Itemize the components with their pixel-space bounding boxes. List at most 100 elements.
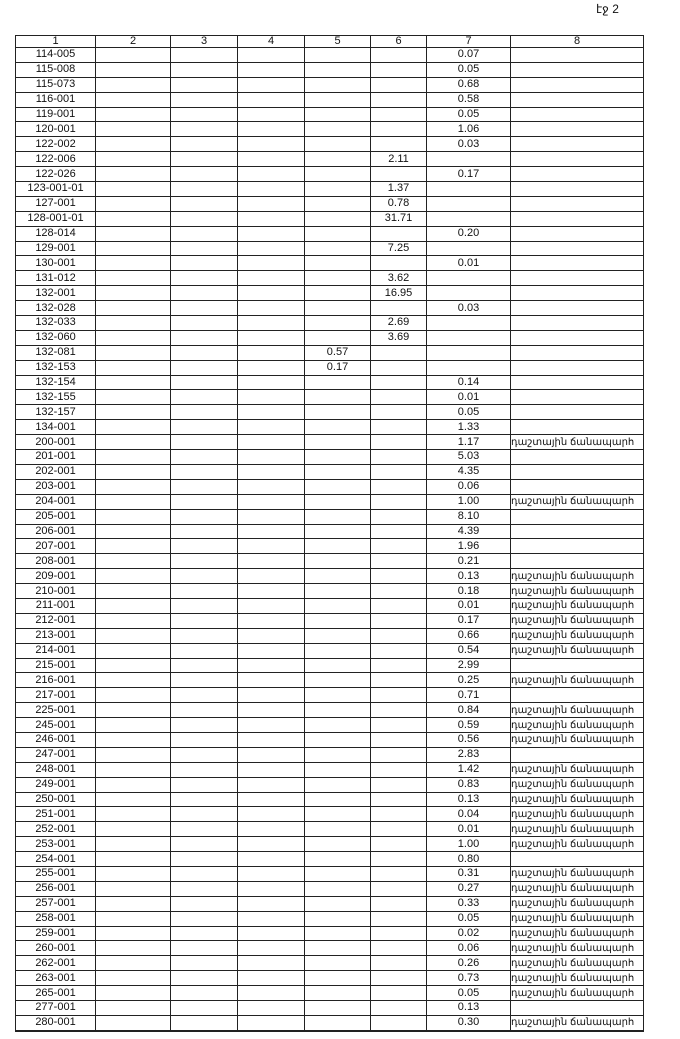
cell-col-4 bbox=[237, 344, 305, 361]
cell-col-8: դաշտային ճանապարհ bbox=[510, 731, 644, 748]
cell-col-4 bbox=[237, 702, 305, 719]
cell-col-4 bbox=[237, 583, 305, 599]
cell-col-5 bbox=[304, 106, 371, 123]
cell-col-2 bbox=[95, 151, 171, 168]
cell-col-8 bbox=[510, 240, 644, 257]
cell-col-4 bbox=[237, 61, 305, 78]
cell-col-6 bbox=[370, 523, 427, 540]
cell-col-6: 3.62 bbox=[370, 270, 427, 287]
parcel-id-cell: 225-001 bbox=[15, 702, 96, 719]
cell-col-5: 0.57 bbox=[304, 344, 371, 361]
table-row: 250-001 0.13 դաշտային ճանապարհ bbox=[15, 791, 644, 808]
cell-col-2 bbox=[95, 91, 171, 108]
table-row: 127-001 0.78 bbox=[15, 195, 644, 212]
cell-col-6 bbox=[370, 612, 427, 629]
column-header-5: 5 bbox=[304, 35, 371, 48]
parcel-id-cell: 119-001 bbox=[15, 106, 96, 123]
cell-col-8 bbox=[510, 478, 644, 495]
cell-col-7: 1.42 bbox=[426, 761, 511, 778]
cell-col-4 bbox=[237, 642, 305, 659]
table-row: 132-155 0.01 bbox=[15, 389, 644, 406]
cell-col-5 bbox=[304, 61, 371, 78]
table-row: 258-001 0.05 դաշտային ճանապարհ bbox=[15, 910, 644, 927]
cell-col-8 bbox=[510, 270, 644, 287]
parcel-id-cell: 120-001 bbox=[15, 121, 96, 138]
cell-col-2 bbox=[95, 865, 171, 882]
cell-col-7: 0.13 bbox=[426, 791, 511, 808]
cell-col-6 bbox=[370, 717, 427, 733]
cell-col-5 bbox=[304, 463, 371, 480]
cell-col-8: դաշտային ճանապարհ bbox=[510, 568, 644, 585]
cell-col-6 bbox=[370, 47, 427, 63]
cell-col-2 bbox=[95, 672, 171, 689]
parcel-id-cell: 200-001 bbox=[15, 434, 96, 451]
cell-col-3 bbox=[170, 315, 238, 331]
cell-col-5 bbox=[304, 851, 371, 867]
cell-col-5 bbox=[304, 389, 371, 406]
cell-col-5 bbox=[304, 255, 371, 272]
parcel-id-cell: 202-001 bbox=[15, 463, 96, 480]
cell-col-5 bbox=[304, 717, 371, 733]
cell-col-3 bbox=[170, 731, 238, 748]
cell-col-8: դաշտային ճանապարհ bbox=[510, 672, 644, 689]
cell-col-3 bbox=[170, 895, 238, 912]
parcel-id-cell: 122-006 bbox=[15, 151, 96, 168]
cell-col-4 bbox=[237, 136, 305, 153]
cell-col-5 bbox=[304, 583, 371, 599]
cell-col-2 bbox=[95, 568, 171, 585]
parcel-id-cell: 215-001 bbox=[15, 657, 96, 674]
cell-col-8: դաշտային ճանապարհ bbox=[510, 612, 644, 629]
table-row: 204-001 1.00 դաշտային ճանապարհ bbox=[15, 493, 644, 510]
cell-col-4 bbox=[237, 940, 305, 957]
cell-col-3 bbox=[170, 955, 238, 972]
cell-col-8 bbox=[510, 657, 644, 674]
table-row: 115-073 0.68 bbox=[15, 76, 644, 93]
cell-col-5 bbox=[304, 895, 371, 912]
cell-col-7: 0.59 bbox=[426, 717, 511, 733]
cell-col-5 bbox=[304, 121, 371, 138]
cell-col-7: 1.17 bbox=[426, 434, 511, 451]
cell-col-3 bbox=[170, 612, 238, 629]
cell-col-7 bbox=[426, 240, 511, 257]
cell-col-3 bbox=[170, 106, 238, 123]
parcel-id-cell: 204-001 bbox=[15, 493, 96, 510]
cell-col-8 bbox=[510, 419, 644, 436]
cell-col-2 bbox=[95, 389, 171, 406]
cell-col-2 bbox=[95, 880, 171, 897]
table-row: 262-001 0.26 դաշտային ճանապարհ bbox=[15, 955, 644, 972]
parcel-id-cell: 280-001 bbox=[15, 1014, 96, 1032]
cell-col-7: 1.00 bbox=[426, 836, 511, 853]
cell-col-5 bbox=[304, 493, 371, 510]
parcel-id-cell: 208-001 bbox=[15, 553, 96, 570]
cell-col-8: դաշտային ճանապարհ bbox=[510, 493, 644, 510]
cell-col-3 bbox=[170, 925, 238, 942]
cell-col-2 bbox=[95, 821, 171, 838]
parcel-id-cell: 246-001 bbox=[15, 731, 96, 748]
cell-col-4 bbox=[237, 657, 305, 674]
cell-col-8 bbox=[510, 121, 644, 138]
cell-col-7: 0.26 bbox=[426, 955, 511, 972]
cell-col-6: 2.69 bbox=[370, 315, 427, 331]
table-row: 265-001 0.05 դաշտային ճանապարհ bbox=[15, 985, 644, 1001]
table-row: 122-006 2.11 bbox=[15, 151, 644, 168]
cell-col-5: 0.17 bbox=[304, 359, 371, 376]
cell-col-2 bbox=[95, 955, 171, 972]
cell-col-4 bbox=[237, 553, 305, 570]
cell-col-4 bbox=[237, 315, 305, 331]
cell-col-4 bbox=[237, 1014, 305, 1032]
cell-col-3 bbox=[170, 195, 238, 212]
cell-col-5 bbox=[304, 195, 371, 212]
cell-col-8 bbox=[510, 389, 644, 406]
cell-col-5 bbox=[304, 776, 371, 793]
cell-col-6 bbox=[370, 791, 427, 808]
cell-col-5 bbox=[304, 538, 371, 555]
cell-col-7: 0.73 bbox=[426, 970, 511, 987]
parcel-id-cell: 212-001 bbox=[15, 612, 96, 629]
table-row: 248-001 1.42 դաշտային ճանապարհ bbox=[15, 761, 644, 778]
cell-col-5 bbox=[304, 940, 371, 957]
cell-col-4 bbox=[237, 508, 305, 525]
cell-col-5 bbox=[304, 865, 371, 882]
cell-col-6 bbox=[370, 583, 427, 599]
cell-col-5 bbox=[304, 225, 371, 242]
cell-col-6 bbox=[370, 940, 427, 957]
